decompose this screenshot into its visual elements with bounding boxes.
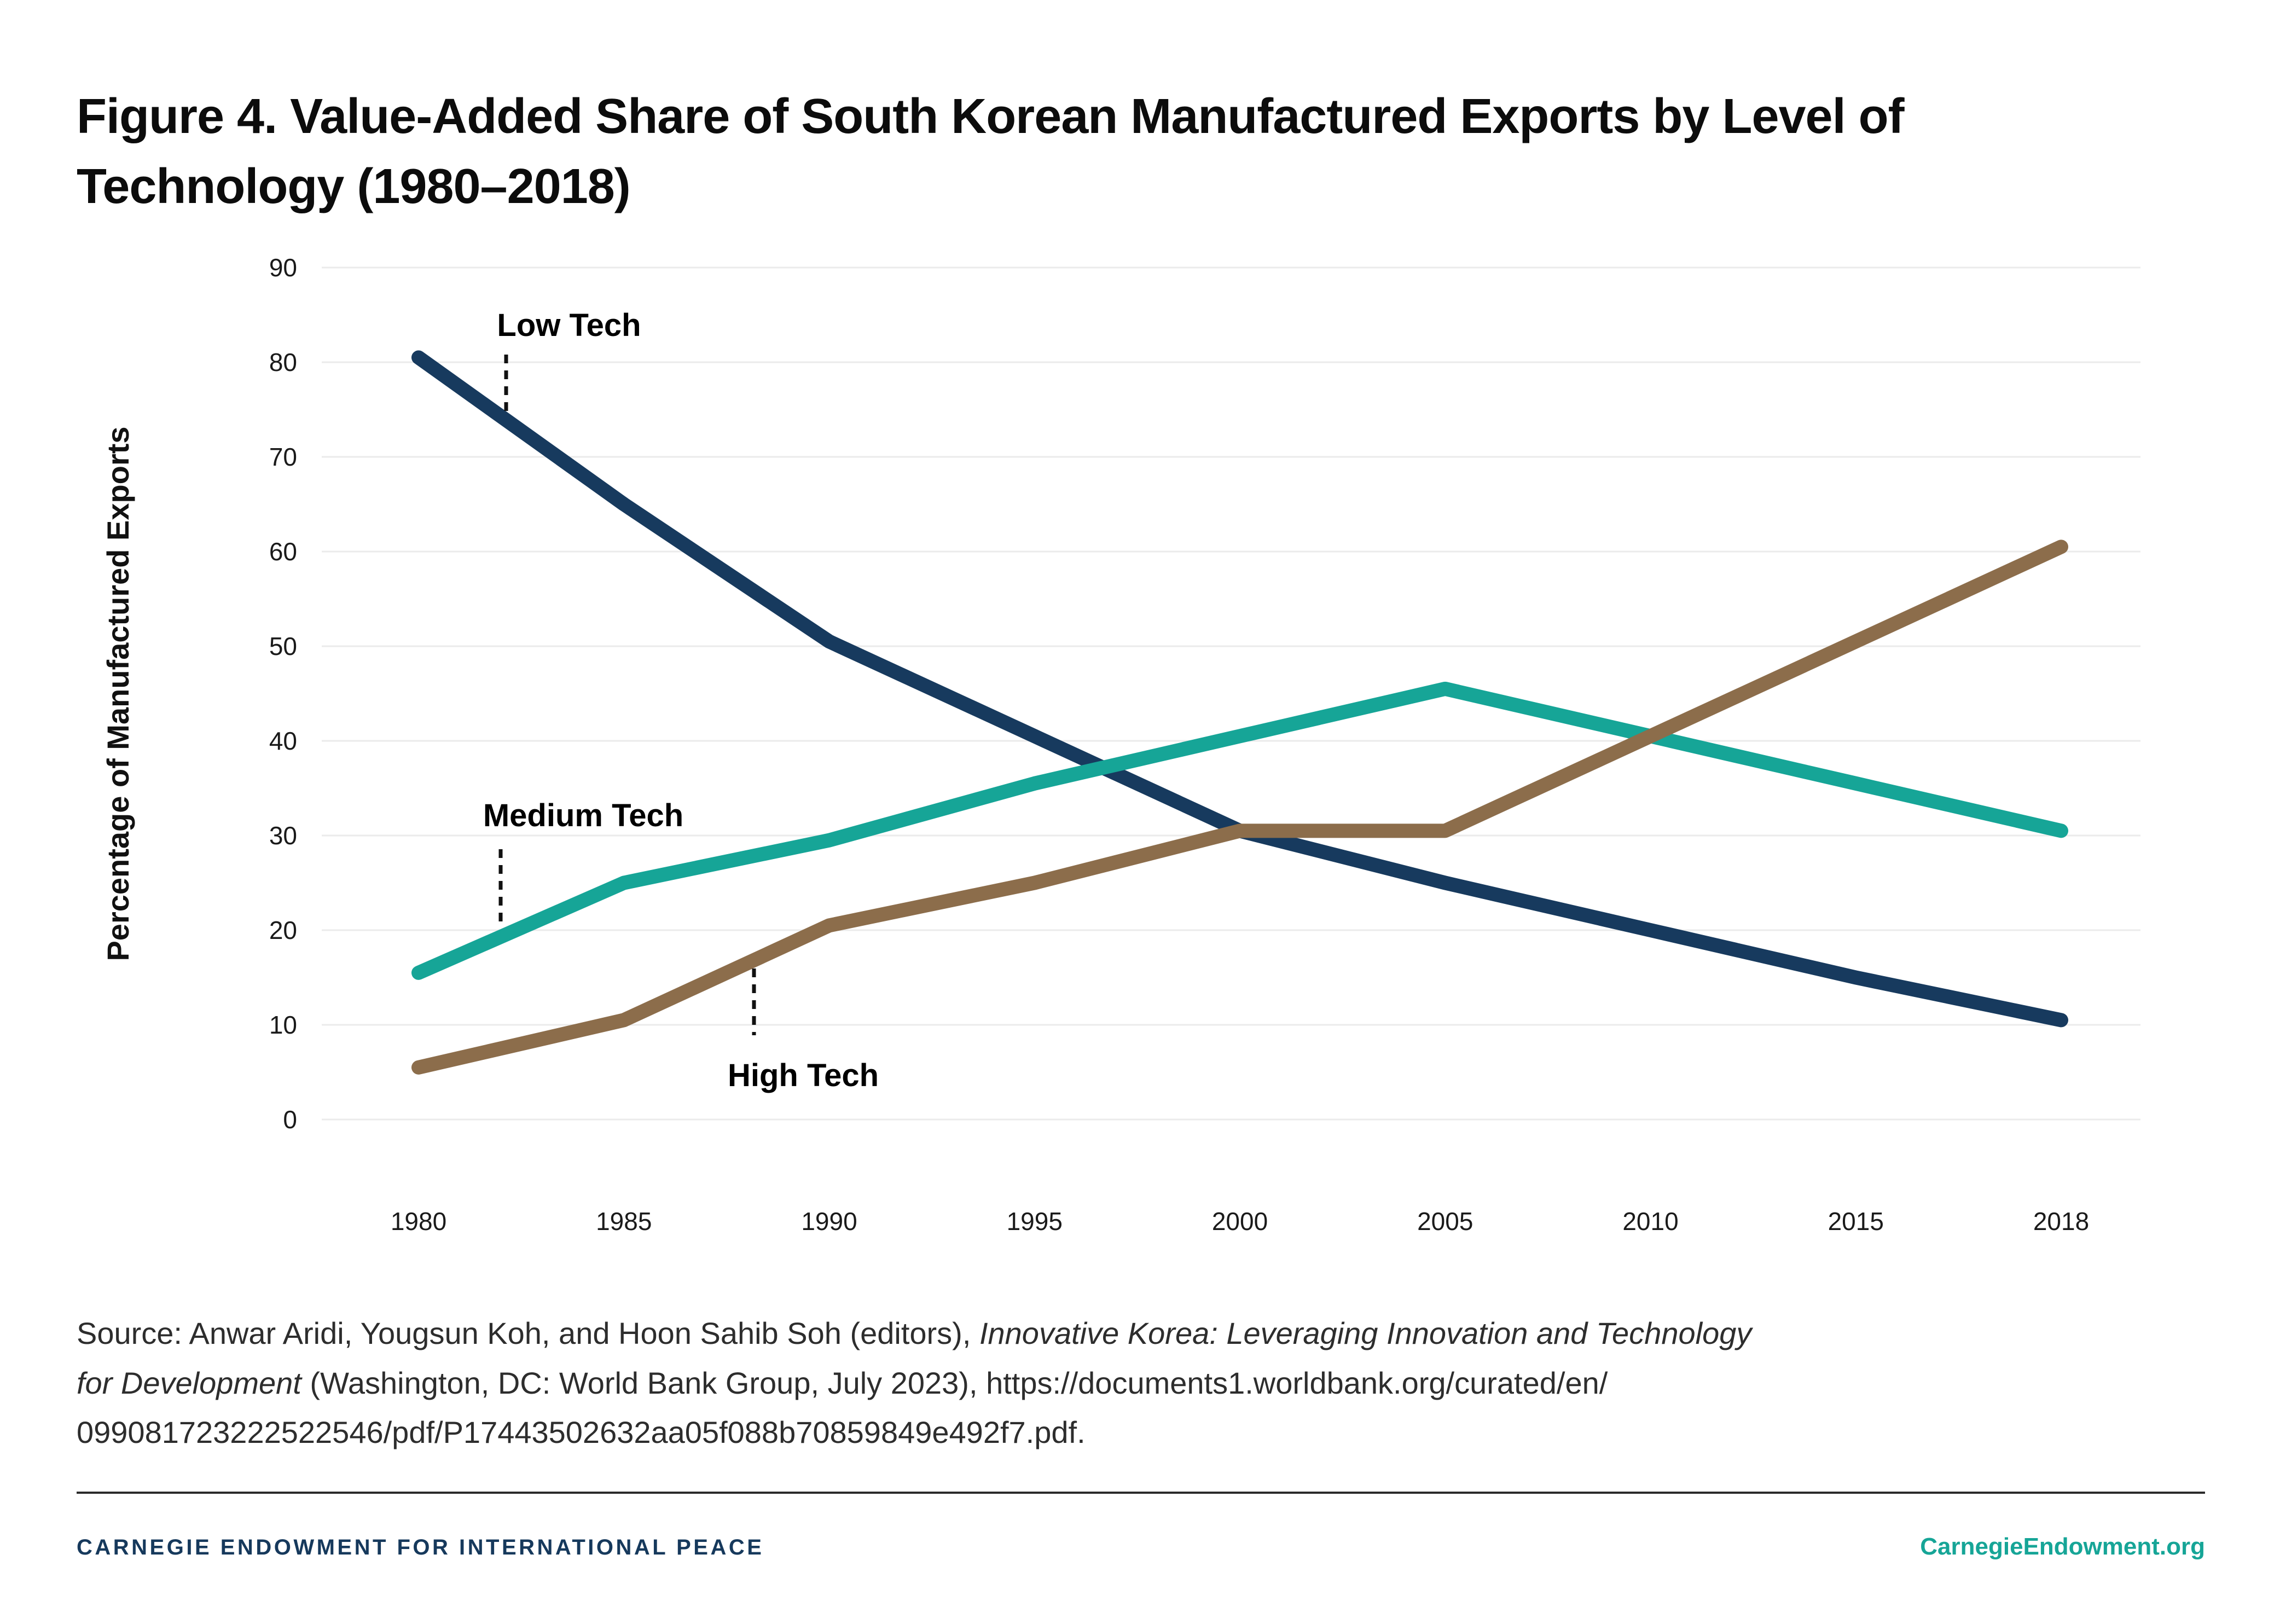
y-tick-label: 70 [269,443,297,471]
x-tick-label: 1995 [1007,1207,1063,1236]
footer-divider [77,1492,2205,1494]
x-tick-label: 1985 [596,1207,652,1236]
annotation-label-medium-tech: Medium Tech [483,798,683,833]
series-line-medium-tech [411,681,2068,980]
y-tick-label: 20 [269,916,297,944]
y-axis-title: Percentage of Manufactured Exports [101,426,135,961]
figure-title: Figure 4. Value-Added Share of South Kor… [77,89,1905,214]
y-tick-label: 0 [283,1105,297,1134]
annotation-label-high-tech: High Tech [728,1058,879,1093]
y-tick-label: 10 [269,1011,297,1039]
series-line-high-tech [411,540,2068,1075]
source-note-suffix: (Washington, DC: World Bank Group, July … [77,1365,1608,1450]
source-note-work-title: Innovative Korea: Leveraging Innovation … [77,1316,1752,1400]
x-tick-label: 2018 [2033,1207,2089,1236]
y-tick-label: 50 [269,632,297,660]
x-tick-label: 2010 [1622,1207,1678,1236]
y-tick-label: 60 [269,537,297,566]
x-tick-label: 2015 [1828,1207,1884,1236]
y-tick-label: 80 [269,348,297,376]
x-tick-label: 1980 [391,1207,446,1236]
x-tick-label: 2000 [1212,1207,1268,1236]
y-tick-label: 30 [269,821,297,850]
annotation-label-low-tech: Low Tech [497,308,641,343]
y-tick-label: 40 [269,727,297,755]
source-note: Source: Anwar Aridi, Yougsun Koh, and Ho… [77,1309,2178,1458]
x-tick-label: 1990 [801,1207,857,1236]
y-tick-label: 90 [269,253,297,282]
footer-organization: CARNEGIE ENDOWMENT FOR INTERNATIONAL PEA… [77,1535,764,1559]
footer-website: CarnegieEndowment.org [1920,1533,2205,1560]
x-tick-label: 2005 [1417,1207,1473,1236]
source-note-prefix: Source: Anwar Aridi, Yougsun Koh, and Ho… [77,1316,979,1350]
